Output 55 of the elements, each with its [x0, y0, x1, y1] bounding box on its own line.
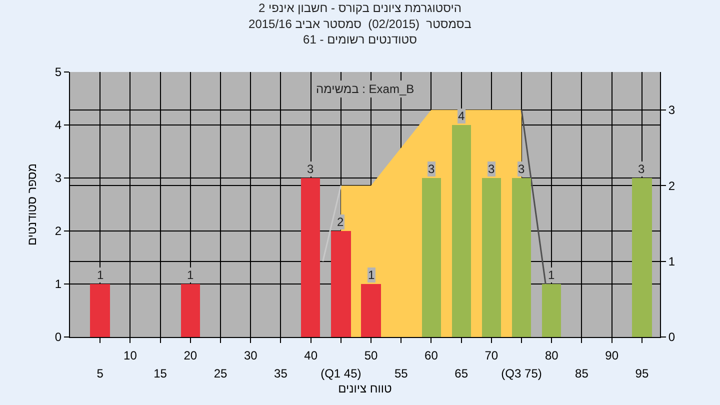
data-label: 1 [97, 268, 104, 282]
y-tick-label: 4 [54, 118, 62, 132]
x-tick-label: 85 [575, 366, 589, 380]
x-tick-label: (Q1 45) [320, 366, 362, 380]
bar [301, 178, 320, 337]
chart-title: היסטוגרמת ציונים בקורס - חשבון אינפי 2 בסמסטר (02/2015) סמסטר אביב 2015/16 סטודנטים רשומים - 61 [248, 1, 472, 46]
y-tick-label: 5 [54, 65, 62, 80]
x2-tick-label: 70 [484, 348, 498, 362]
data-label: 3 [428, 162, 435, 176]
bar [422, 178, 441, 337]
x-tick-label: 5 [96, 366, 104, 380]
annotation: במשימה : Exam_B [316, 82, 414, 96]
bar [452, 125, 471, 337]
data-label: 3 [488, 162, 495, 176]
x-tick-label: 65 [454, 366, 468, 380]
y-tick-label: 0 [54, 330, 62, 344]
y2-tick-label: 2 [668, 178, 676, 193]
x-tick-label: (Q3 75) [501, 366, 542, 380]
data-label: 2 [337, 215, 344, 229]
bar [181, 284, 200, 337]
data-label: 3 [518, 162, 525, 176]
x-tick-label: 25 [214, 366, 228, 380]
data-label: 3 [307, 162, 314, 176]
bar [632, 178, 652, 337]
y-tick-label: 2 [54, 224, 62, 238]
bar [90, 284, 110, 337]
x2-tick-label: 30 [244, 348, 258, 362]
x2-tick-label: 10 [124, 348, 138, 362]
bar [361, 284, 381, 337]
x2-tick-label: 60 [424, 348, 438, 362]
x2-tick-label: 40 [304, 348, 318, 362]
data-label: 4 [458, 109, 465, 123]
x2-tick-label: 50 [364, 348, 378, 362]
data-label: 1 [187, 268, 194, 282]
x2-tick-label: 20 [184, 348, 198, 362]
bar [331, 231, 351, 337]
x-tick-label: 55 [394, 366, 408, 380]
x-tick-label: 35 [274, 366, 288, 380]
data-label: 1 [548, 268, 555, 282]
x-tick-label: 15 [154, 366, 168, 380]
data-label: 3 [638, 162, 645, 176]
y2-tick-label: 3 [668, 103, 676, 118]
x-axis-title: טווח ציונים [338, 381, 392, 396]
bar [542, 284, 561, 337]
y-tick-label: 1 [54, 277, 62, 292]
y2-tick-label: 1 [668, 254, 676, 268]
y2-tick-label: 0 [668, 330, 676, 344]
bar [482, 178, 501, 337]
x-tick-label: 95 [635, 366, 649, 380]
y-axis-title: מספר סטודנטים [25, 163, 40, 246]
bar [512, 178, 531, 337]
x2-tick-label: 90 [605, 348, 619, 362]
x2-tick-label: 80 [544, 348, 559, 362]
y-tick-label: 3 [54, 171, 62, 186]
data-label: 1 [368, 268, 375, 282]
